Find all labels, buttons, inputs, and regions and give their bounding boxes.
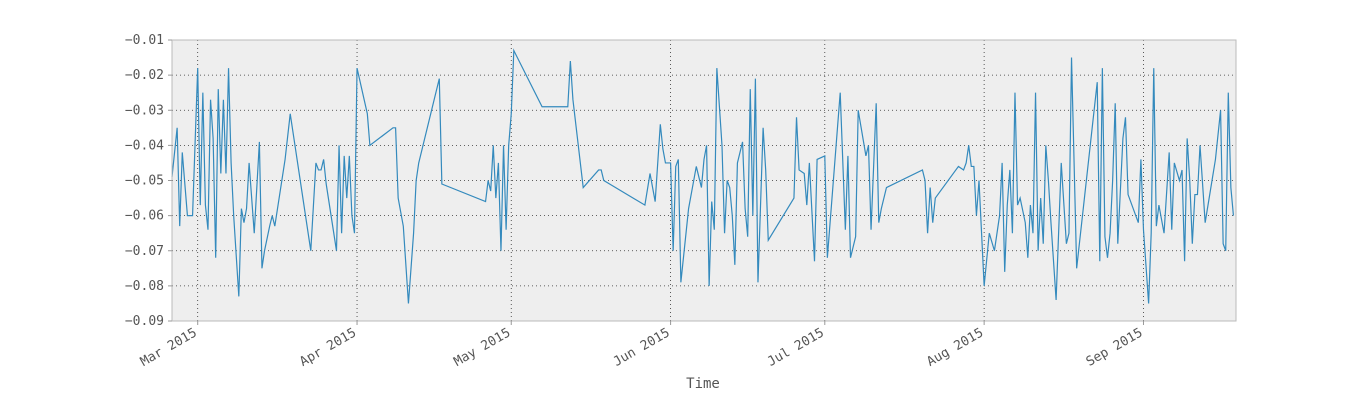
series-line [171,48,1235,304]
x-tick-label: Apr 2015 [297,325,359,369]
y-tick-label: −0.01 [125,33,164,48]
y-tick-label: −0.02 [125,68,164,83]
y-axis-ticks: −0.09 −0.08 −0.07 −0.06 −0.05 −0.04 −0.03 −0.02… [125,33,172,329]
y-tick-label: −0.04 [125,138,164,153]
y-tick-label: −0.08 [125,279,164,294]
x-tick-label: May 2015 [452,325,514,369]
x-tick-label: Sep 2015 [1084,325,1146,369]
y-tick-label: −0.07 [125,244,164,259]
x-tick-label: Jul 2015 [765,325,827,369]
y-tick-label: −0.03 [125,103,164,118]
x-axis-title: Time [686,376,720,392]
x-tick-label: Jun 2015 [611,325,673,369]
x-axis-ticks: Mar 2015 Apr 2015 May 2015 Jun 2015 Jul 2015… [138,321,1146,370]
x-tick-label: Mar 2015 [138,325,200,369]
y-tick-label: −0.09 [125,314,164,329]
y-tick-label: −0.06 [125,209,164,224]
y-tick-label: −0.05 [125,174,164,189]
x-tick-label: Aug 2015 [924,325,986,369]
